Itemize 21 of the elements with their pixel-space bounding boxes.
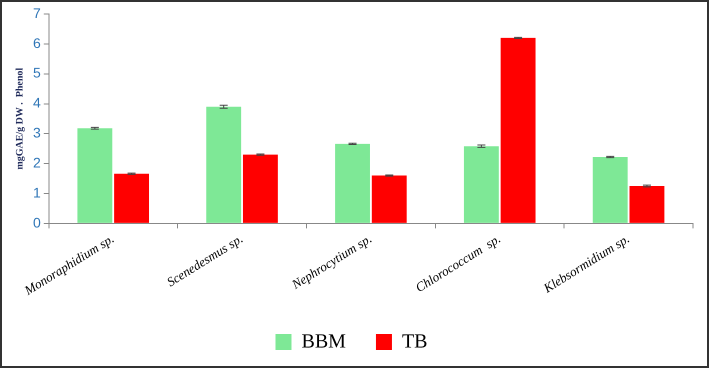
- y-tick-label: 6: [32, 34, 41, 51]
- legend-label: BBM: [301, 330, 346, 352]
- y-tick-label: 3: [32, 124, 41, 141]
- bar: [592, 157, 628, 223]
- y-tick-label: 7: [32, 4, 41, 21]
- bar: [77, 128, 112, 223]
- y-axis-title: mgGAE/g DW . Phenol: [14, 68, 26, 170]
- bar: [500, 38, 536, 223]
- bar: [335, 144, 370, 223]
- bar: [629, 186, 664, 223]
- bar: [464, 146, 499, 223]
- y-tick-label: 0: [32, 214, 41, 230]
- y-tick-label: 4: [32, 94, 41, 111]
- y-tick-label: 1: [32, 184, 41, 200]
- bar: [372, 176, 407, 223]
- bar: [114, 174, 150, 223]
- legend-label: TB: [402, 330, 428, 352]
- bar: [206, 106, 242, 223]
- y-tick-label: 2: [32, 154, 41, 170]
- y-tick-label: 5: [32, 64, 41, 81]
- bar: [242, 154, 278, 223]
